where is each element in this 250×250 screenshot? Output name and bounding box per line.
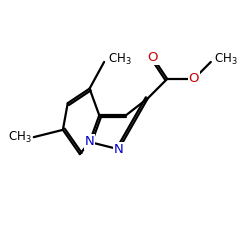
Text: N: N [114,143,124,156]
Text: CH$_3$: CH$_3$ [214,52,238,67]
Text: CH$_3$: CH$_3$ [108,52,132,67]
Text: CH$_3$: CH$_3$ [8,130,31,145]
Text: O: O [188,72,199,86]
Text: O: O [148,50,158,64]
Text: N: N [85,136,94,148]
